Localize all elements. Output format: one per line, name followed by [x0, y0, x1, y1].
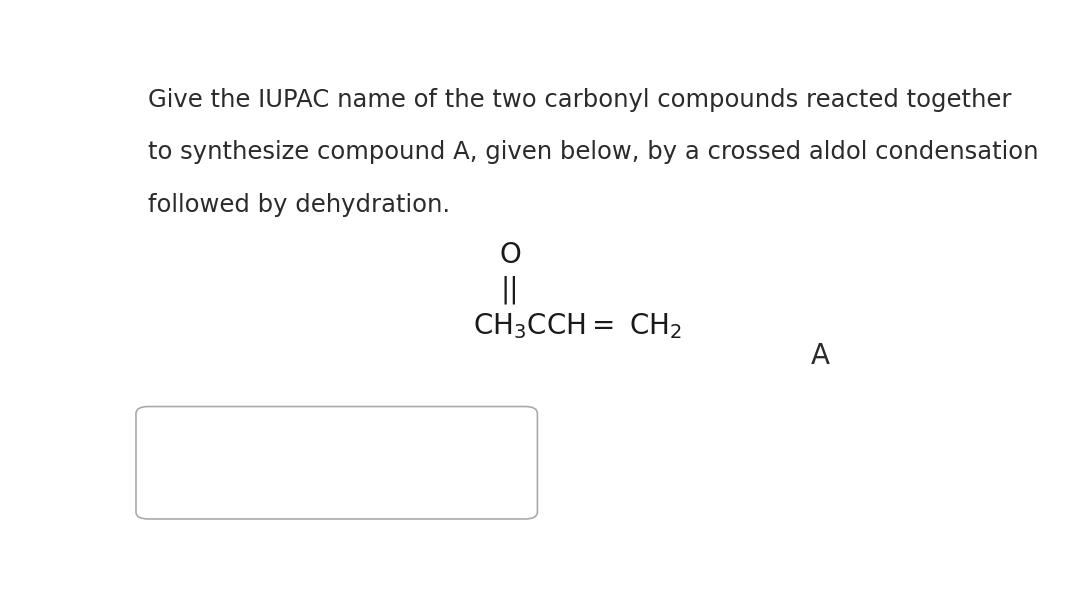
Text: $\mathregular{CH_3CCH{=}\ CH_2}$: $\mathregular{CH_3CCH{=}\ CH_2}$: [473, 311, 682, 341]
Text: Give the IUPAC name of the two carbonyl compounds reacted together: Give the IUPAC name of the two carbonyl …: [148, 88, 1011, 111]
Text: ||: ||: [501, 275, 519, 304]
Text: followed by dehydration.: followed by dehydration.: [148, 193, 451, 217]
FancyBboxPatch shape: [136, 406, 537, 519]
Text: to synthesize compound A, given below, by a crossed aldol condensation: to synthesize compound A, given below, b…: [148, 141, 1039, 164]
Text: A: A: [811, 342, 830, 370]
Text: O: O: [499, 241, 521, 269]
